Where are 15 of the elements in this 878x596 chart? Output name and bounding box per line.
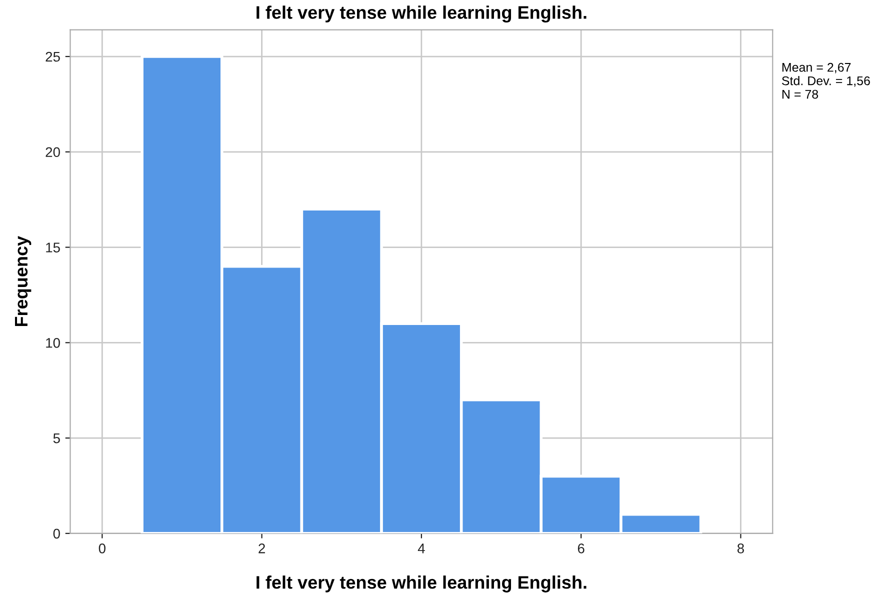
- y-tick-label: 10: [46, 338, 60, 348]
- y-tick-label: 5: [53, 434, 60, 444]
- y-tick-label: 15: [46, 242, 60, 252]
- x-tick-label: 2: [258, 544, 265, 554]
- x-tick-label: 8: [737, 544, 744, 554]
- x-tick-label: 0: [98, 544, 106, 554]
- x-tick-label: 6: [578, 544, 584, 554]
- chart-title: I felt very tense while learning English.: [256, 6, 586, 23]
- y-tick-label: 25: [46, 52, 60, 62]
- y-tick-label: 20: [46, 147, 60, 158]
- x-tick-label: 4: [418, 544, 425, 554]
- y-tick-label: 0: [53, 528, 60, 539]
- y-axis-title: Frequency: [15, 236, 32, 326]
- text: Mean = 2,67 Std. Dev. = 1,56 N = 78: [782, 62, 870, 99]
- x-axis-title: I felt very tense while learning English.: [256, 576, 586, 592]
